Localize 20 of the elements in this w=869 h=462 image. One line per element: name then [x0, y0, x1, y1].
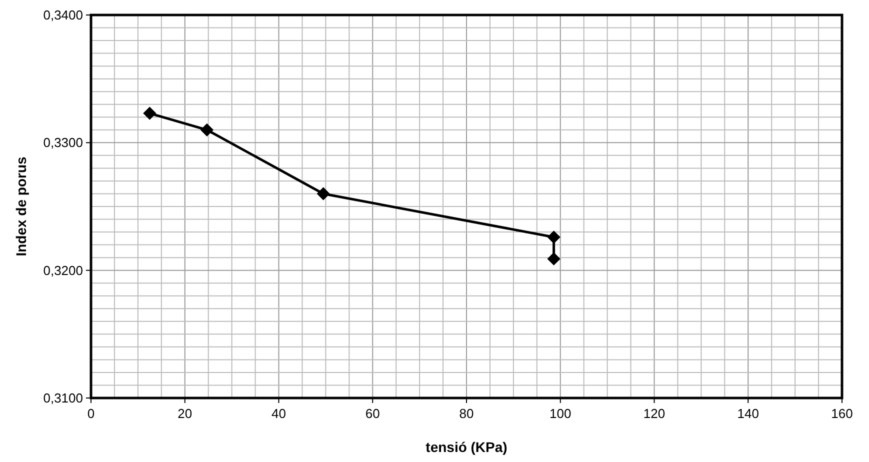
x-tick-label: 20 [178, 406, 192, 421]
y-axis-title: Index de porus [13, 156, 29, 256]
point [547, 252, 560, 266]
x-tick-label: 160 [831, 406, 853, 421]
point [316, 187, 330, 200]
y-tick-label: 0,3400 [43, 8, 83, 23]
y-tick-label: 0,3200 [43, 262, 83, 278]
x-tick-label: 40 [272, 406, 286, 421]
x-tick-label: 120 [643, 406, 666, 421]
x-axis-title: tensió (KPa) [426, 439, 508, 455]
point [547, 230, 560, 244]
x-tick-label: 0 [87, 406, 95, 421]
x-tick-label: 100 [550, 406, 572, 421]
y-tick-label: 0,3100 [43, 390, 83, 406]
point [143, 106, 156, 120]
point [200, 123, 214, 136]
x-tick-label: 60 [365, 406, 380, 421]
x-tick-label: 80 [459, 406, 474, 421]
y-tick-label: 0,3300 [43, 135, 83, 150]
x-tick-label: 140 [737, 406, 759, 421]
